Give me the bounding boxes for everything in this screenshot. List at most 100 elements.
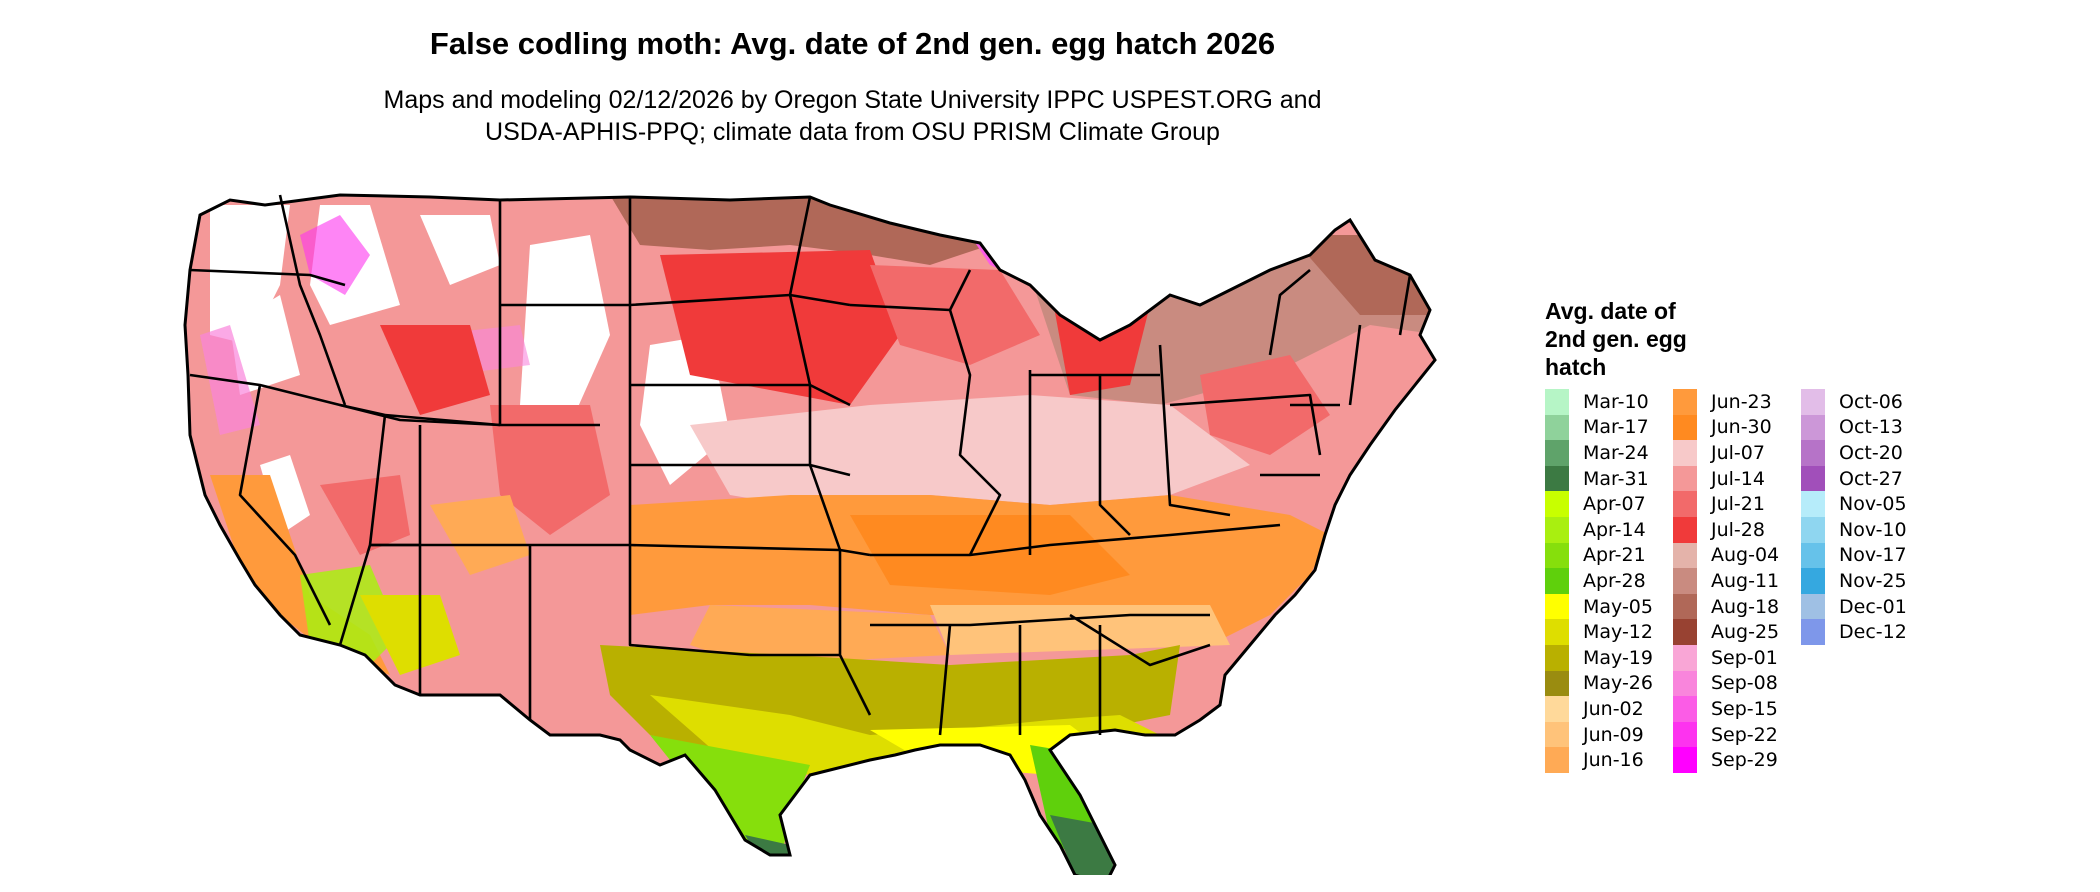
legend-column: Jun-23 Jun-30 Jul-07 Jul-14 Jul-21 Jul-28 Aug-… bbox=[1673, 389, 1801, 773]
legend-label: Jun-16 bbox=[1583, 749, 1644, 772]
legend-item: Oct-20 bbox=[1801, 440, 1929, 466]
legend-item: Sep-01 bbox=[1673, 644, 1801, 671]
legend-swatch bbox=[1673, 747, 1697, 773]
legend-swatch bbox=[1801, 542, 1825, 569]
legend-item: Aug-18 bbox=[1673, 593, 1801, 620]
legend-swatch bbox=[1673, 440, 1697, 466]
legend-item: Sep-08 bbox=[1673, 670, 1801, 697]
legend-swatch bbox=[1801, 593, 1825, 620]
legend-column: Mar-10 Mar-17 Mar-24 Mar-31 Apr-07 Apr-14 Apr-… bbox=[1545, 389, 1673, 773]
legend-swatch bbox=[1545, 414, 1569, 441]
legend-label: Oct-27 bbox=[1839, 467, 1903, 490]
legend-label: May-26 bbox=[1583, 672, 1653, 695]
legend-swatch bbox=[1801, 465, 1825, 492]
legend-label: Mar-31 bbox=[1583, 467, 1649, 490]
legend-label: Jul-07 bbox=[1711, 441, 1765, 464]
legend-swatch bbox=[1545, 542, 1569, 569]
legend-item: Jun-30 bbox=[1673, 414, 1801, 441]
legend-label: Aug-18 bbox=[1711, 595, 1780, 618]
map-subtitle: Maps and modeling 02/12/2026 by Oregon S… bbox=[0, 84, 1705, 148]
legend-swatch bbox=[1801, 414, 1825, 441]
legend-label: Nov-17 bbox=[1839, 544, 1907, 567]
legend-swatch bbox=[1673, 389, 1697, 415]
legend-swatch bbox=[1673, 542, 1697, 569]
legend-label: Jun-09 bbox=[1583, 723, 1644, 746]
legend-item: Jul-21 bbox=[1673, 491, 1801, 517]
legend-item: Nov-10 bbox=[1801, 516, 1929, 543]
legend-swatch bbox=[1673, 670, 1697, 697]
legend-item: Jun-09 bbox=[1545, 721, 1673, 748]
legend-item: Aug-25 bbox=[1673, 619, 1801, 645]
legend-swatch bbox=[1673, 696, 1697, 722]
legend-item: May-26 bbox=[1545, 670, 1673, 697]
legend-item: Dec-12 bbox=[1801, 619, 1929, 645]
legend-swatch bbox=[1801, 619, 1825, 645]
us-degree-day-map bbox=[183, 193, 1437, 875]
legend-label: May-19 bbox=[1583, 646, 1653, 669]
legend-item: Apr-21 bbox=[1545, 542, 1673, 569]
legend-swatch bbox=[1545, 568, 1569, 594]
legend-swatch bbox=[1801, 491, 1825, 517]
legend-swatch bbox=[1801, 440, 1825, 466]
legend-item: Jul-28 bbox=[1673, 516, 1801, 543]
legend-label: Mar-10 bbox=[1583, 390, 1649, 413]
legend-label: Sep-01 bbox=[1711, 646, 1778, 669]
legend-item: Dec-01 bbox=[1801, 593, 1929, 620]
legend-label: Mar-24 bbox=[1583, 441, 1649, 464]
legend-label: Jul-28 bbox=[1711, 518, 1765, 541]
legend-label: Aug-11 bbox=[1711, 569, 1780, 592]
legend-label: Nov-10 bbox=[1839, 518, 1907, 541]
legend-item: Aug-04 bbox=[1673, 542, 1801, 569]
legend-label: Jul-21 bbox=[1711, 493, 1765, 516]
legend-swatch bbox=[1673, 414, 1697, 441]
legend-item: May-19 bbox=[1545, 644, 1673, 671]
legend-swatch bbox=[1545, 619, 1569, 645]
legend-label: Oct-06 bbox=[1839, 390, 1903, 413]
legend-label: Sep-15 bbox=[1711, 697, 1778, 720]
legend-swatch bbox=[1545, 747, 1569, 773]
legend-swatch bbox=[1545, 440, 1569, 466]
legend-label: Aug-25 bbox=[1711, 621, 1780, 644]
map-title: False codling moth: Avg. date of 2nd gen… bbox=[429, 26, 1276, 61]
legend-label: Jul-14 bbox=[1711, 467, 1765, 490]
legend-column: Oct-06 Oct-13 Oct-20 Oct-27 Nov-05 Nov-10 Nov-… bbox=[1801, 389, 1929, 773]
legend-label: Sep-29 bbox=[1711, 749, 1778, 772]
legend-item: Nov-25 bbox=[1801, 568, 1929, 594]
legend-item: Nov-05 bbox=[1801, 491, 1929, 517]
legend-swatch bbox=[1673, 721, 1697, 748]
legend-title: Avg. date of 2nd gen. egg hatch bbox=[1545, 297, 1745, 381]
legend-swatch bbox=[1673, 644, 1697, 671]
legend-swatch bbox=[1673, 619, 1697, 645]
legend-item: Mar-24 bbox=[1545, 440, 1673, 466]
legend-swatch bbox=[1801, 516, 1825, 543]
legend-item: Apr-28 bbox=[1545, 568, 1673, 594]
legend-item: Jul-14 bbox=[1673, 465, 1801, 492]
subtitle-line-2: USDA-APHIS-PPQ; climate data from OSU PR… bbox=[485, 118, 1220, 146]
legend-swatch bbox=[1545, 721, 1569, 748]
legend-item: Mar-17 bbox=[1545, 414, 1673, 441]
legend-item: Jun-02 bbox=[1545, 696, 1673, 722]
legend-swatch bbox=[1545, 516, 1569, 543]
legend-label: Jun-02 bbox=[1583, 697, 1644, 720]
legend-item: Oct-13 bbox=[1801, 414, 1929, 441]
legend-label: Apr-21 bbox=[1583, 544, 1646, 567]
legend-label: Sep-22 bbox=[1711, 723, 1778, 746]
legend-swatch bbox=[1545, 696, 1569, 722]
legend-swatch bbox=[1673, 568, 1697, 594]
legend-label: Dec-01 bbox=[1839, 595, 1907, 618]
legend-item: May-05 bbox=[1545, 593, 1673, 620]
legend-swatch bbox=[1545, 491, 1569, 517]
legend-label: Apr-28 bbox=[1583, 569, 1646, 592]
legend-label: Jun-30 bbox=[1711, 416, 1772, 439]
legend-item: Oct-27 bbox=[1801, 465, 1929, 492]
subtitle-line-1: Maps and modeling 02/12/2026 by Oregon S… bbox=[383, 86, 1322, 114]
legend-item: Jun-23 bbox=[1673, 389, 1801, 415]
legend-swatch bbox=[1673, 491, 1697, 517]
legend-item: Apr-07 bbox=[1545, 491, 1673, 517]
legend-swatch bbox=[1801, 389, 1825, 415]
map-legend: Mar-10 Mar-17 Mar-24 Mar-31 Apr-07 Apr-14 Apr-… bbox=[1545, 389, 1929, 773]
legend-title-line-2: 2nd gen. egg bbox=[1545, 326, 1687, 352]
legend-label: Nov-25 bbox=[1839, 569, 1907, 592]
legend-label: Sep-08 bbox=[1711, 672, 1778, 695]
legend-item: Apr-14 bbox=[1545, 516, 1673, 543]
